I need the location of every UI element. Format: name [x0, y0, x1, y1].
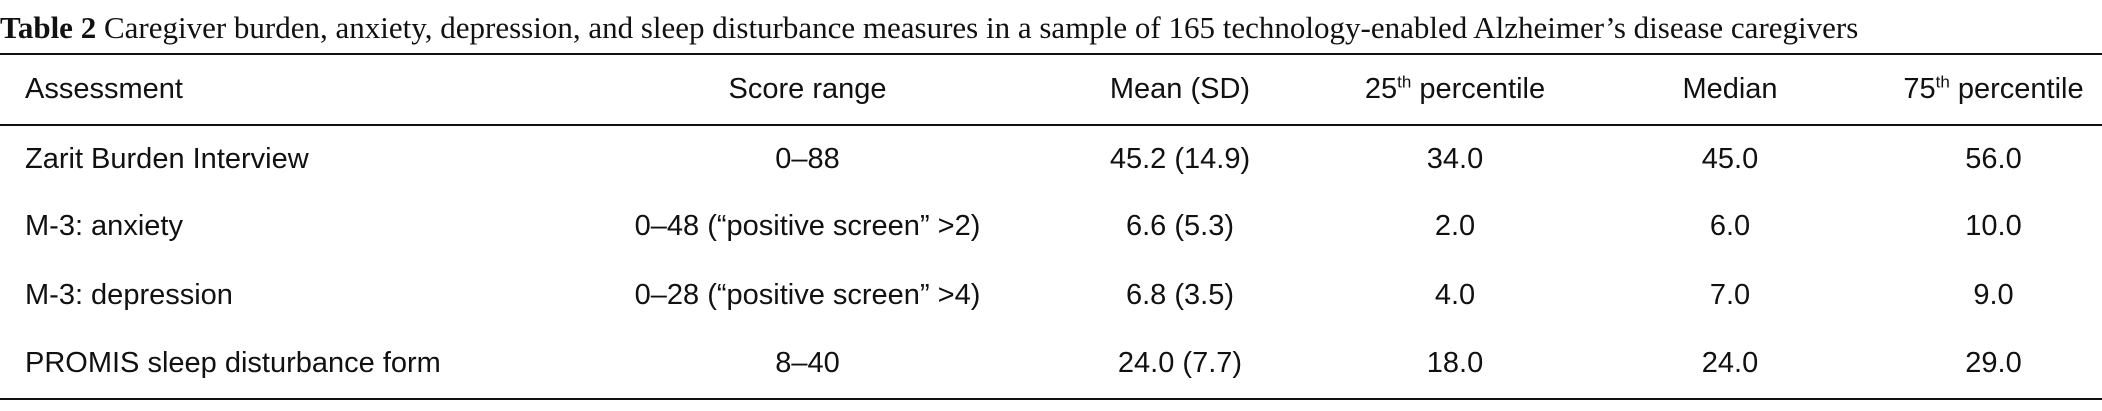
- cell-mean-sd: 24.0 (7.7): [1117, 347, 1243, 380]
- bottom-rule: [0, 398, 2102, 400]
- cell-assessment: M-3: depression: [25, 278, 233, 311]
- cell-75th-percentile: 9.0: [1973, 278, 2014, 311]
- cell-25th-percentile: 4.0: [1434, 278, 1476, 311]
- table-row: PROMIS sleep disturbance form 8–40 24.0 …: [0, 330, 2102, 399]
- header-25th-superscript: th: [1397, 72, 1412, 92]
- data-table: Assessment Score range Mean (SD) 25th pe…: [0, 55, 2102, 398]
- cell-median: 24.0: [1701, 347, 1759, 380]
- header-75th-percentile: 75th percentile: [1860, 55, 2102, 124]
- table-label: Table 2: [0, 10, 97, 45]
- cell-75th-percentile: 10.0: [1965, 210, 2022, 243]
- table-row: Zarit Burden Interview 0–88 45.2 (14.9) …: [0, 124, 2102, 193]
- header-25th-word: percentile: [1411, 73, 1546, 105]
- header-75th-number: 75: [1903, 73, 1936, 105]
- cell-25th-percentile: 18.0: [1426, 347, 1484, 380]
- top-rule: [0, 53, 2102, 55]
- cell-score-range: 0–88: [775, 142, 840, 175]
- table-row: M-3: anxiety 0–48 (“positive screen” >2)…: [0, 193, 2102, 262]
- header-75th-word: percentile: [1949, 73, 2084, 105]
- header-mean-sd: Mean (SD): [1109, 73, 1251, 105]
- cell-mean-sd: 6.6 (5.3): [1126, 210, 1234, 243]
- cell-75th-percentile: 56.0: [1965, 142, 2022, 175]
- cell-median: 7.0: [1709, 278, 1751, 311]
- table-caption-text: Caregiver burden, anxiety, depression, a…: [96, 10, 1859, 45]
- cell-score-range: 8–40: [775, 347, 840, 380]
- header-row: Assessment Score range Mean (SD) 25th pe…: [0, 55, 2102, 124]
- cell-75th-percentile: 29.0: [1965, 347, 2022, 380]
- cell-assessment: M-3: anxiety: [25, 210, 183, 243]
- header-75th-superscript: th: [1935, 72, 1950, 92]
- table-header: Assessment Score range Mean (SD) 25th pe…: [0, 55, 2102, 124]
- cell-mean-sd: 45.2 (14.9): [1109, 142, 1251, 175]
- header-rule: [0, 124, 2102, 126]
- cell-assessment: PROMIS sleep disturbance form: [25, 347, 441, 380]
- cell-assessment: Zarit Burden Interview: [25, 142, 309, 175]
- header-25th-percentile: 25th percentile: [1310, 55, 1600, 124]
- header-score-range: Score range: [728, 73, 887, 105]
- header-median: Median: [1682, 73, 1778, 105]
- table-caption: Table 2 Caregiver burden, anxiety, depre…: [0, 8, 2102, 48]
- header-25th-number: 25: [1364, 73, 1398, 105]
- cell-25th-percentile: 34.0: [1426, 142, 1484, 175]
- table-body: Zarit Burden Interview 0–88 45.2 (14.9) …: [0, 124, 2102, 398]
- cell-median: 45.0: [1701, 142, 1759, 175]
- cell-score-range: 0–48 (“positive screen” >2): [634, 210, 981, 243]
- table-row: M-3: depression 0–28 (“positive screen” …: [0, 261, 2102, 330]
- header-assessment: Assessment: [25, 73, 183, 105]
- cell-25th-percentile: 2.0: [1434, 210, 1476, 243]
- cell-mean-sd: 6.8 (3.5): [1126, 278, 1234, 311]
- cell-score-range: 0–28 (“positive screen” >4): [634, 278, 981, 311]
- cell-median: 6.0: [1709, 210, 1751, 243]
